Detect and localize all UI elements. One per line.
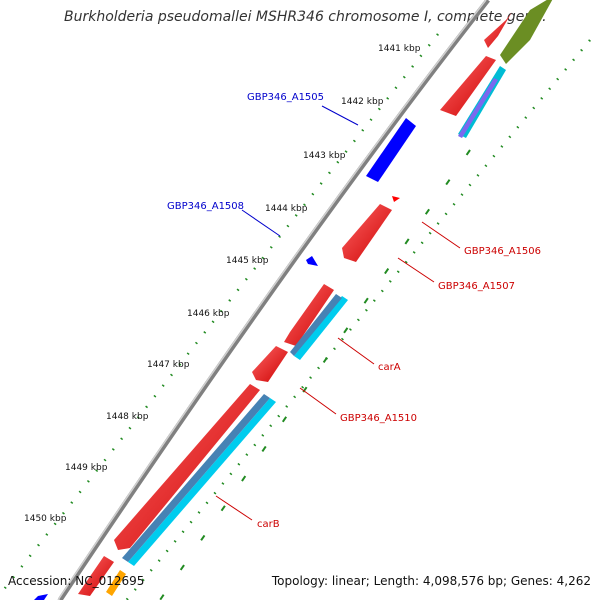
- gene-feature-blue-bottom[interactable]: [34, 594, 48, 600]
- ruler-label-1445: 1445 kbp: [226, 256, 269, 266]
- gene-feature-bottom[interactable]: [78, 556, 114, 596]
- page-title: Burkholderia pseudomallei MSHR346 chromo…: [64, 9, 547, 25]
- gene-feature-olive[interactable]: [500, 0, 555, 64]
- gene-feature-top[interactable]: [484, 12, 512, 48]
- label-carA[interactable]: carA: [378, 362, 401, 373]
- label-GBP346-A1510[interactable]: GBP346_A1510: [340, 413, 417, 424]
- gene-GBP346-A1508[interactable]: [306, 256, 318, 266]
- label-GBP346-A1506[interactable]: GBP346_A1506: [464, 246, 541, 257]
- ruler-label-1450: 1450 kbp: [24, 514, 67, 524]
- label-GBP346-A1507[interactable]: GBP346_A1507: [438, 281, 515, 292]
- gene-feature-b[interactable]: [392, 196, 400, 202]
- callout-line-a1507: [397, 257, 435, 283]
- cds-carA-inner[interactable]: [290, 294, 342, 356]
- cds-bottom-orange[interactable]: [106, 570, 126, 596]
- ruler-label-1449: 1449 kbp: [65, 463, 108, 473]
- cds-carB-inner[interactable]: [122, 394, 270, 562]
- gene-GBP346-A1505[interactable]: [366, 118, 416, 182]
- gene-GBP346-A1510[interactable]: [252, 346, 288, 382]
- callout-line-a1508: [241, 209, 281, 237]
- ruler-label-1443: 1443 kbp: [303, 151, 346, 161]
- label-GBP346-A1505[interactable]: GBP346_A1505: [247, 92, 324, 103]
- ruler-label-1447: 1447 kbp: [147, 360, 190, 370]
- cds-feature-top-inner[interactable]: [458, 78, 498, 138]
- callout-line-a1510: [299, 387, 337, 415]
- genome-summary: Topology: linear; Length: 4,098,576 bp; …: [271, 574, 591, 588]
- callout-line-a1505: [321, 105, 359, 126]
- cds-carB[interactable]: [128, 398, 276, 566]
- label-carB[interactable]: carB: [257, 519, 280, 530]
- callout-line-a1506: [421, 221, 461, 249]
- ruler-label-1448: 1448 kbp: [106, 412, 149, 422]
- gene-carA[interactable]: [284, 284, 334, 346]
- callout-line-carB: [215, 495, 253, 521]
- accession-label: Accession: NC_012695: [8, 574, 145, 588]
- ruler-label-1441: 1441 kbp: [378, 44, 421, 54]
- gene-feature-a[interactable]: [440, 56, 496, 116]
- cds-carA[interactable]: [294, 296, 348, 360]
- sequence-backbone: [57, 0, 490, 600]
- ruler-track-inner-right: [124, 39, 591, 600]
- gene-GBP346-A1506[interactable]: [342, 204, 392, 262]
- gene-carB[interactable]: [114, 384, 260, 550]
- ruler-label-1444: 1444 kbp: [265, 204, 308, 214]
- sequence-backbone-highlight: [57, 0, 487, 600]
- ruler-track-minor-right: [159, 149, 471, 600]
- ruler-label-1446: 1446 kbp: [187, 309, 230, 319]
- ruler-label-1442: 1442 kbp: [341, 97, 384, 107]
- callout-line-carA: [337, 337, 375, 365]
- label-GBP346-A1508[interactable]: GBP346_A1508: [167, 201, 244, 212]
